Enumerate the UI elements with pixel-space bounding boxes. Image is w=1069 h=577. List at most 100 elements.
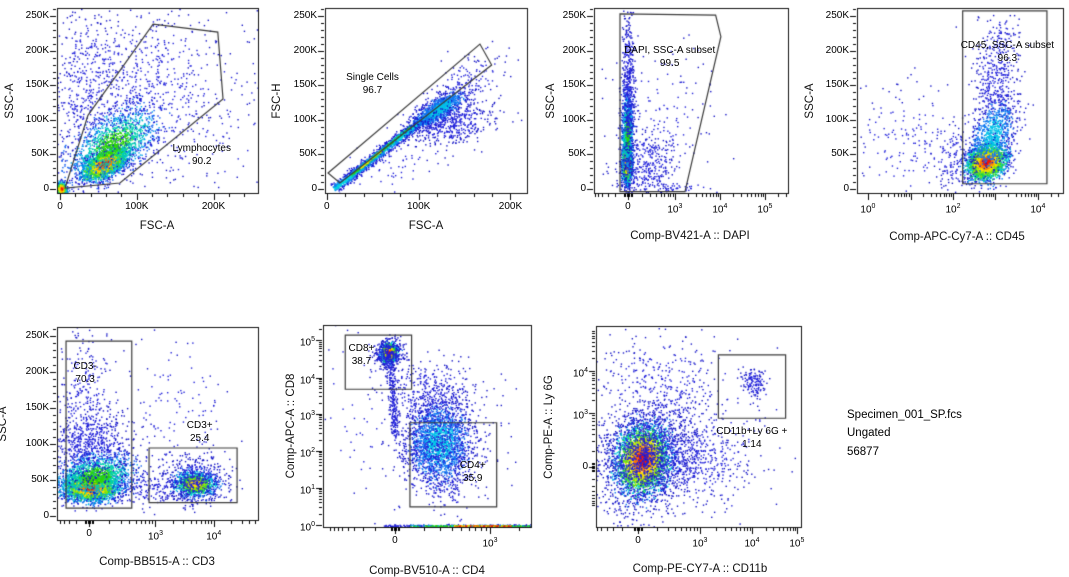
x-axis-title: Comp-BV510-A :: CD4 — [369, 565, 485, 577]
x-tick-label: 0 — [324, 201, 330, 212]
y-tick-label: 100K — [25, 437, 49, 449]
x-tick-label: 200K — [201, 201, 226, 212]
gate-name: CD11b+Ly 6G + — [716, 425, 788, 437]
y-axis-title: Comp-APC-A :: CD8 — [285, 373, 297, 479]
density-plot-cd11b-ly6g[interactable] — [586, 320, 811, 541]
x-tick-label: 103 — [147, 530, 163, 543]
x-tick-label: 0 — [57, 201, 63, 212]
y-axis-title: SSC-A — [0, 405, 9, 442]
sample-info-panel: Specimen_001_SP.fcs Ungated 56877 — [847, 406, 962, 461]
gate-label[interactable]: CD8+ 38.7 — [349, 342, 375, 368]
x-tick-label: 103 — [692, 537, 708, 550]
gate-name: Single Cells — [346, 72, 399, 84]
gate-label[interactable]: CD11b+Ly 6G +1.14 — [716, 425, 787, 451]
gate-label[interactable]: Lymphocytes 90.2 — [172, 142, 231, 168]
x-tick-label: 102 — [945, 203, 961, 216]
y-axis-title: SSC-A — [545, 82, 557, 119]
x-tick-label: 0 — [625, 201, 631, 212]
sample-filename: Specimen_001_SP.fcs — [847, 409, 962, 421]
y-tick-label: 200K — [25, 365, 49, 377]
x-tick-label: 103 — [667, 203, 683, 216]
gate-percent: 35.9 — [463, 473, 483, 485]
density-plot-cd3-gating[interactable] — [47, 321, 268, 534]
density-plot-cd45-subset[interactable] — [847, 2, 1069, 207]
gate-label[interactable]: CD3- 70.3 — [73, 360, 96, 386]
y-tick-label: 101 — [299, 483, 315, 496]
y-axis-title: SSC-A — [4, 82, 16, 119]
y-tick-label: 50K — [568, 148, 586, 160]
gate-name: CD8+ — [348, 343, 375, 355]
x-axis-title: FSC-A — [139, 220, 175, 232]
y-tick-label: 150K — [25, 401, 49, 413]
x-tick-label: 105 — [789, 537, 805, 550]
gate-percent: 99.5 — [659, 57, 680, 69]
y-tick-label: 100K — [562, 113, 586, 125]
y-tick-label: 104 — [572, 367, 588, 380]
y-tick-label: 102 — [299, 446, 315, 459]
y-tick-label: 100K — [293, 113, 317, 125]
x-tick-label: 0 — [635, 535, 641, 546]
x-tick-label: 200K — [498, 201, 523, 212]
y-tick-label: 100K — [825, 113, 849, 125]
gate-percent: 96.7 — [362, 85, 383, 97]
y-tick-label: 250K — [293, 10, 317, 22]
sample-population: Ungated — [847, 427, 891, 440]
y-tick-label: 50K — [299, 148, 317, 160]
y-tick-label: 105 — [299, 336, 315, 349]
gate-label[interactable]: Single Cells 96.7 — [346, 71, 399, 97]
y-tick-label: 250K — [25, 329, 49, 341]
y-tick-label: 0 — [580, 182, 586, 194]
x-tick-label: 103 — [482, 537, 498, 550]
y-tick-label: 200K — [562, 44, 586, 56]
x-tick-label: 104 — [206, 530, 222, 543]
density-plot-cd8-cd4[interactable] — [313, 319, 541, 541]
gate-label[interactable]: DAPI, SSC-A subset 99.5 — [624, 44, 715, 70]
x-tick-label: 0 — [86, 528, 92, 539]
x-tick-label: 100 — [860, 203, 876, 216]
y-tick-label: 200K — [825, 44, 849, 56]
y-tick-label: 200K — [293, 44, 317, 56]
x-tick-label: 105 — [757, 203, 773, 216]
gate-label[interactable]: CD4+ 35.9 — [460, 459, 486, 485]
y-tick-label: 0 — [43, 182, 49, 194]
y-tick-label: 50K — [31, 473, 49, 485]
y-tick-label: 103 — [299, 409, 315, 422]
y-tick-label: 0 — [311, 182, 317, 194]
y-tick-label: 0 — [843, 182, 849, 194]
x-tick-label: 104 — [1030, 203, 1046, 216]
y-axis-title: SSC-A — [804, 82, 816, 119]
y-tick-label: 150K — [25, 79, 49, 91]
y-tick-label: 150K — [825, 79, 849, 91]
gate-name: CD4+ — [459, 460, 486, 472]
gate-percent: 96.3 — [997, 53, 1018, 64]
x-tick-label: 100K — [406, 201, 431, 212]
gate-percent: 90.2 — [191, 155, 212, 167]
y-axis-title: FSC-H — [271, 82, 283, 119]
y-tick-label: 250K — [825, 10, 849, 22]
x-axis-title: FSC-A — [408, 220, 444, 232]
gate-label[interactable]: CD45, SSC-A subset 96.3 — [961, 39, 1054, 65]
y-tick-label: 103 — [572, 409, 588, 422]
y-tick-label: 150K — [293, 79, 317, 91]
y-tick-label: 50K — [831, 148, 849, 160]
density-plot-dapi-subset[interactable] — [584, 2, 798, 207]
y-tick-label: 0 — [582, 460, 588, 472]
gate-name: DAPI, SSC-A subset — [624, 44, 716, 56]
x-axis-title: Comp-BV421-A :: DAPI — [630, 230, 750, 242]
x-tick-label: 0 — [392, 535, 398, 546]
y-tick-label: 100 — [299, 520, 315, 534]
x-axis-title: Comp-BB515-A :: CD3 — [99, 556, 215, 568]
x-tick-label: 104 — [712, 203, 728, 216]
x-tick-label: 100K — [125, 201, 149, 212]
density-plot-lymphocytes[interactable] — [47, 2, 268, 207]
gate-percent: 1.14 — [742, 438, 762, 450]
gate-name: CD3- — [73, 360, 97, 372]
y-tick-label: 200K — [25, 44, 49, 56]
density-plot-single-cells[interactable] — [315, 2, 537, 207]
gate-percent: 38.7 — [351, 356, 372, 368]
gate-label[interactable]: CD3+ 25.4 — [187, 419, 213, 445]
y-tick-label: 250K — [25, 10, 49, 22]
y-tick-label: 250K — [562, 10, 586, 22]
x-tick-label: 104 — [744, 537, 760, 550]
